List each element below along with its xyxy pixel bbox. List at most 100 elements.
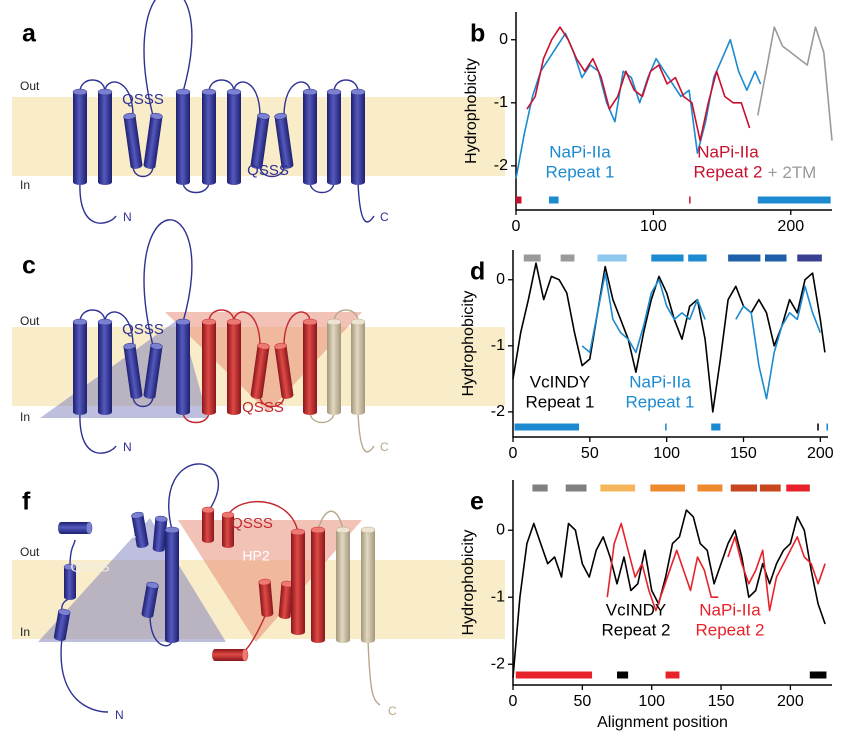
series-label: NaPi-IIa Repeat 2 xyxy=(693,142,763,181)
helix-end xyxy=(141,611,154,618)
helix-end xyxy=(227,409,241,415)
hydrophobicity-line xyxy=(512,262,826,413)
hydrophobicity-line xyxy=(606,522,826,612)
helix-body xyxy=(98,92,112,182)
helix-cap xyxy=(257,112,270,120)
helix-cap xyxy=(221,511,235,519)
helix xyxy=(152,515,168,552)
helix-cap xyxy=(350,88,366,96)
motif-label: QSSS xyxy=(231,515,273,532)
loop xyxy=(309,411,335,424)
helix-cap xyxy=(131,511,144,519)
helix-cap xyxy=(146,581,159,589)
loop xyxy=(143,219,193,347)
helix-body xyxy=(165,530,179,640)
helix-cap xyxy=(150,342,163,350)
helix xyxy=(201,318,217,415)
x-axis-label: Alignment position xyxy=(597,714,728,731)
topology-diagrams xyxy=(53,0,381,713)
helix-body xyxy=(202,322,216,412)
helix-cap xyxy=(326,318,342,326)
helix xyxy=(97,318,113,415)
helix-end xyxy=(311,637,325,643)
loop xyxy=(333,79,359,93)
helix-body xyxy=(143,345,163,397)
helix xyxy=(201,88,217,185)
helix-end xyxy=(98,409,112,415)
loop xyxy=(208,79,235,93)
y-axis-label: Hydrophobicity xyxy=(460,291,477,397)
helix-cap xyxy=(310,526,326,534)
motif-label: QSSS xyxy=(122,91,164,108)
helix-body xyxy=(143,115,163,167)
helix-body xyxy=(152,518,168,550)
hydrophobicity-line xyxy=(526,26,751,142)
helix-cap xyxy=(360,526,376,534)
helix-end xyxy=(73,409,87,415)
helix-cap xyxy=(150,112,163,120)
helix-body xyxy=(336,530,350,640)
helix-cap xyxy=(350,318,366,326)
panel-label: a xyxy=(22,20,37,48)
helix-body xyxy=(303,322,317,412)
y-axis-label: Hydrophobicity xyxy=(460,530,477,636)
helix-end xyxy=(351,179,365,185)
helix xyxy=(302,88,318,185)
axes xyxy=(512,250,828,438)
helix-body xyxy=(123,115,143,167)
loop xyxy=(227,501,299,533)
motif-label: HP1 xyxy=(109,525,136,541)
out-label: Out xyxy=(20,314,40,328)
motif-label: QSSS xyxy=(242,399,284,416)
loop xyxy=(132,165,154,178)
x-tick-label: 100 xyxy=(638,693,665,710)
helix xyxy=(175,88,191,185)
series-label: VcINDY Repeat 1 xyxy=(525,372,595,411)
c-terminus: C xyxy=(388,704,397,718)
helix-body xyxy=(131,514,149,546)
helix-end xyxy=(222,542,234,548)
domain-segment xyxy=(665,671,680,679)
helix-end xyxy=(327,409,341,415)
series-label: + 2TM xyxy=(767,163,817,183)
helix-cap xyxy=(258,578,271,586)
helix xyxy=(274,112,294,169)
y-tick-label: -2 xyxy=(491,403,505,420)
in-label: In xyxy=(20,410,30,424)
y-tick-label: -1 xyxy=(491,588,505,605)
helix xyxy=(143,342,163,399)
helix xyxy=(290,528,306,635)
loop xyxy=(104,311,134,347)
domain-segment xyxy=(665,423,667,431)
x-tick-label: 0 xyxy=(509,445,518,462)
loop xyxy=(168,463,220,531)
helix xyxy=(226,318,242,415)
helix-cap xyxy=(97,88,113,96)
hydrophobicity-line xyxy=(757,26,833,141)
x-tick-label: 0 xyxy=(512,218,521,235)
domain-segment xyxy=(797,254,822,262)
motif-label: HP2 xyxy=(242,548,269,564)
helix-body xyxy=(278,583,294,617)
domain-segment xyxy=(514,423,580,431)
helix-body xyxy=(215,649,245,661)
helix-end xyxy=(73,179,87,185)
y-tick-label: 0 xyxy=(499,31,508,48)
loop xyxy=(309,181,335,194)
helix-cap xyxy=(201,318,217,326)
helix-end xyxy=(130,162,143,169)
helix-body xyxy=(202,510,214,540)
domain-segment xyxy=(516,196,522,204)
helix-body xyxy=(222,515,234,545)
helix-body xyxy=(291,532,305,632)
helix-body xyxy=(327,322,341,412)
x-tick-label: 200 xyxy=(807,445,834,462)
loop xyxy=(182,411,210,424)
helix-end xyxy=(303,409,317,415)
y-tick-label: -1 xyxy=(491,337,505,354)
domain-segment xyxy=(730,484,758,492)
helix-cap xyxy=(164,526,180,534)
panel-label: b xyxy=(470,20,485,48)
helix-cap xyxy=(123,342,136,350)
